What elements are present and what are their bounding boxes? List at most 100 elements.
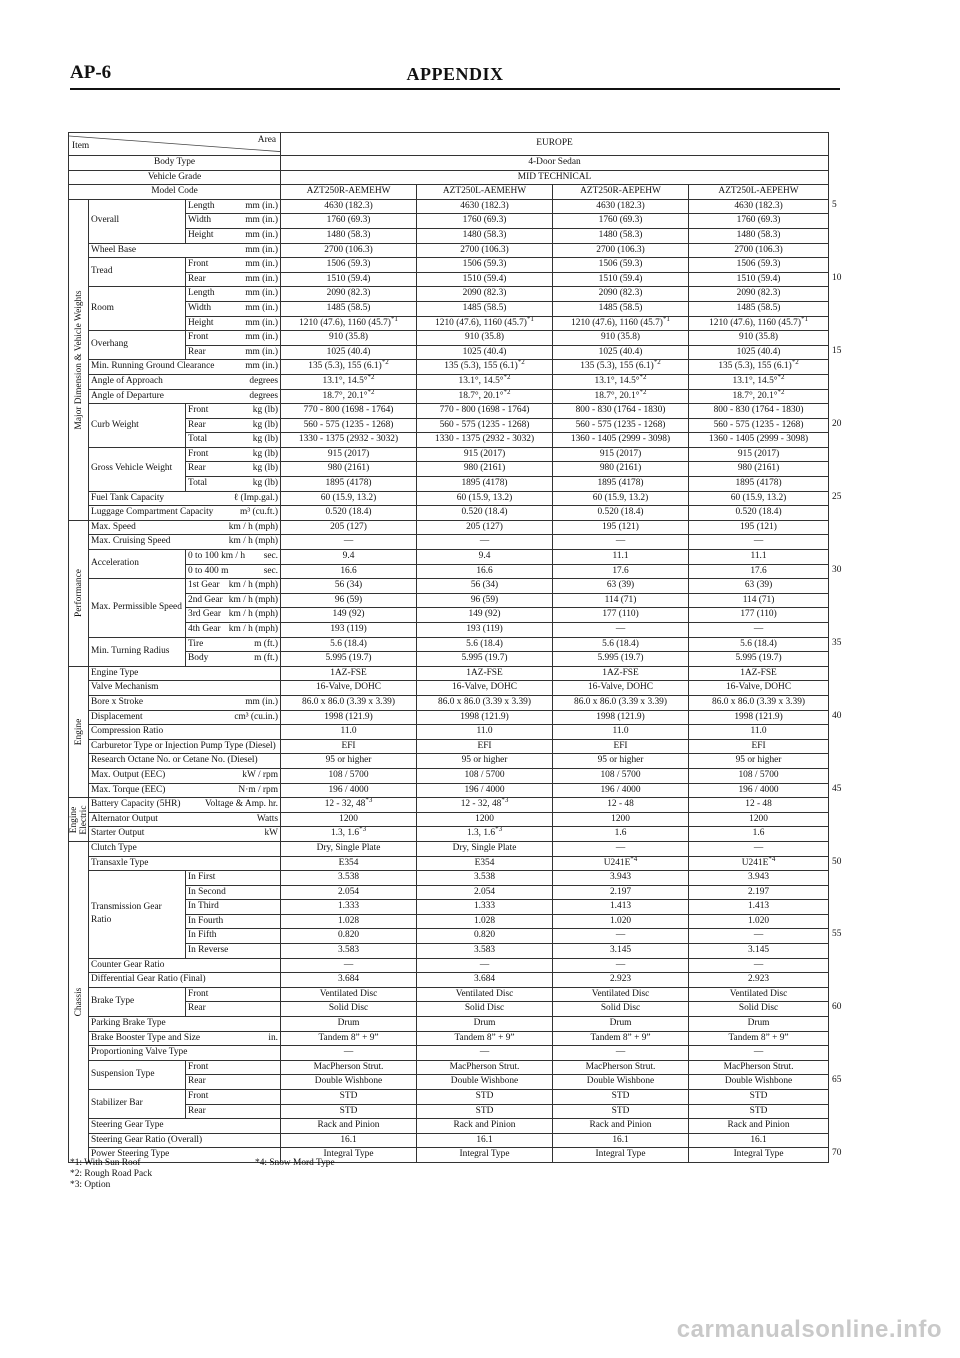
spec-value: 0.520 (18.4) xyxy=(280,505,418,521)
item-unit: Voltage & Amp. hr. xyxy=(205,799,279,810)
item-name: Min. Running Ground Clearance xyxy=(91,361,215,372)
spec-value: 114 (71) xyxy=(688,592,830,609)
model-code: AZT250L-AEMEHW xyxy=(416,184,554,200)
item-sublabel-wrap: Rear xyxy=(188,1003,278,1016)
item-label-wrap: Research Octane No. or Cetane No. (Diese… xyxy=(91,755,278,768)
spec-value: Solid Disc xyxy=(688,1001,830,1018)
item-sublabel: Length mm (in.) xyxy=(184,286,282,302)
item-label: Luggage Compartment Capacity m³ (cu.ft.) xyxy=(87,505,282,521)
item-sublabel-wrap: Height mm (in.) xyxy=(188,317,278,330)
footnote: *2: Rough Road Pack xyxy=(70,1169,153,1179)
item-sublabel-wrap: Width mm (in.) xyxy=(188,215,279,228)
spec-value: 18.7°, 20.1°*2 xyxy=(552,388,690,405)
spec-row: Differential Gear Ratio (Final) 3.684 3.68… xyxy=(69,972,830,988)
spec-value: 205 (127) xyxy=(280,519,418,536)
item-sub: Front xyxy=(188,332,209,343)
item-sublabel-wrap: Rear mm (in.) xyxy=(188,273,278,286)
item-sublabel-wrap: Rear mm (in.) xyxy=(188,346,278,359)
spec-value: 86.0 x 86.0 (3.39 x 3.39) xyxy=(552,694,690,711)
spec-value: Drum xyxy=(688,1016,830,1032)
item-unit: mm (in.) xyxy=(245,215,279,226)
item-unit: kg (lb) xyxy=(252,463,279,474)
footnote-right: *4: Snow Mord Type xyxy=(255,1158,335,1168)
item-sublabel-wrap: Front kg (lb) xyxy=(188,448,278,461)
spec-value: 177 (110) xyxy=(688,607,830,623)
spec-value: 86.0 x 86.0 (3.39 x 3.39) xyxy=(280,694,418,711)
spec-value: 5.6 (18.4) xyxy=(688,636,830,653)
spec-row: Steering Gear Type Rack and Pinion Rack an… xyxy=(69,1118,830,1134)
group-label: Chassis xyxy=(73,987,84,1017)
item-sub: Length xyxy=(188,200,215,211)
item-name: Displacement xyxy=(91,711,143,722)
spec-value: MacPherson Strut. xyxy=(552,1059,690,1076)
item-label-wrap: Max. Cruising Speed km / h (mph) xyxy=(91,536,278,549)
item-name: Luggage Compartment Capacity xyxy=(91,507,214,518)
spec-value: 1.6 xyxy=(552,826,690,842)
item-sublabel: 3rd Gear km / h (mph) xyxy=(184,607,282,623)
spec-row: Max. Output (EEC) kW / rpm 108 / 5700 108 /… xyxy=(69,767,830,784)
item-unit: cm³ (cu.in.) xyxy=(234,711,279,722)
spec-row: Steering Gear Ratio (Overall) 16.1 16.1 16.… xyxy=(69,1132,830,1149)
item-name: Battery Capacity (5HR) xyxy=(91,799,181,810)
item-sublabel: 2nd Gear km / h (mph) xyxy=(184,592,282,609)
item-sublabel: In Reverse xyxy=(184,943,282,959)
item-label: Fuel Tank Capacity ℓ (Imp.gal.) xyxy=(87,490,282,507)
spec-value: 195 (121) xyxy=(688,519,830,536)
spec-value: 770 - 800 (1698 - 1764) xyxy=(416,403,554,419)
item-unit: degrees xyxy=(249,375,279,386)
spec-value: Rack and Pinion xyxy=(688,1118,830,1134)
header-rule xyxy=(70,88,840,90)
spec-value: 915 (2017) xyxy=(416,446,554,463)
item-label-wrap: Engine Type xyxy=(91,667,278,680)
line-number: 45 xyxy=(832,784,842,794)
spec-value: 16-Valve, DOHC xyxy=(416,680,554,696)
spec-value: Drum xyxy=(552,1016,690,1032)
spec-value: 1200 xyxy=(688,811,830,828)
item-sub: Front xyxy=(188,405,209,416)
item-sub: Rear xyxy=(188,463,206,474)
spec-value: Ventilated Disc xyxy=(280,986,418,1003)
spec-row: Suspension Type Front MacPherson Strut. Mac… xyxy=(69,1059,830,1091)
item-sublabel: Rear kg (lb) xyxy=(184,461,282,478)
spec-value: 1510 (59.4) xyxy=(416,271,554,288)
spec-row: Starter Output kW 1.3, 1.6*3 1.3, 1.6*3 1.6 1… xyxy=(69,826,830,842)
item-label: Compression Ratio xyxy=(87,724,282,740)
spec-value: 5.995 (19.7) xyxy=(280,651,418,667)
item-label: Steering Gear Ratio (Overall) xyxy=(87,1132,282,1149)
item-sublabel: Rear xyxy=(184,1001,282,1018)
item-label: Max. Permissible Speed xyxy=(88,578,186,638)
spec-value: — xyxy=(552,622,690,638)
spec-value: 95 or higher xyxy=(688,753,830,769)
spec-value: Double Wishbone xyxy=(552,1074,690,1090)
item-label-wrap: Max. Output (EEC) kW / rpm xyxy=(91,769,278,782)
item-sublabel-wrap: Tire m (ft.) xyxy=(188,638,278,651)
spec-row: Acceleration 0 to 100 km / h sec. 9.4 9.4 11.… xyxy=(69,549,830,580)
item-name: Carburetor Type or Injection Pump Type (… xyxy=(91,740,276,751)
item-sublabel: Body m (ft.) xyxy=(184,651,282,667)
spec-value: — xyxy=(552,957,690,974)
item-sublabel-wrap: In First xyxy=(188,872,278,885)
body-type-value: 4-Door Sedan xyxy=(280,155,830,171)
spec-value: 16-Valve, DOHC xyxy=(552,680,690,696)
footnote: *3: Option xyxy=(70,1180,111,1190)
spec-value: 11.1 xyxy=(552,549,690,565)
spec-value: 2090 (82.3) xyxy=(688,286,830,302)
item-sublabel-wrap: 0 to 100 km / h sec. xyxy=(188,551,278,564)
spec-value: 3.145 xyxy=(552,943,690,959)
spec-value: Integral Type xyxy=(688,1147,830,1163)
spec-value: 1360 - 1405 (2999 - 3098) xyxy=(552,432,690,448)
item-sublabel-wrap: Front xyxy=(188,988,278,1001)
item-name: Steering Gear Ratio (Overall) xyxy=(91,1134,203,1145)
item-unit: mm (in.) xyxy=(245,302,279,313)
spec-value: 5.995 (19.7) xyxy=(688,651,830,667)
item-sublabel: In First xyxy=(184,870,282,886)
spec-value: 1.3, 1.6*3 xyxy=(280,826,418,842)
spec-value: 0.820 xyxy=(416,928,554,945)
spec-row: Fuel Tank Capacity ℓ (Imp.gal.) 60 (15.9, … xyxy=(69,490,830,507)
item-sub: In Third xyxy=(188,901,219,912)
spec-value: 800 - 830 (1764 - 1830) xyxy=(688,403,830,419)
spec-value: 5.995 (19.7) xyxy=(416,651,554,667)
spec-value: 1.028 xyxy=(280,913,418,930)
item-sub: Width xyxy=(188,215,212,226)
spec-value: 63 (39) xyxy=(688,578,830,594)
